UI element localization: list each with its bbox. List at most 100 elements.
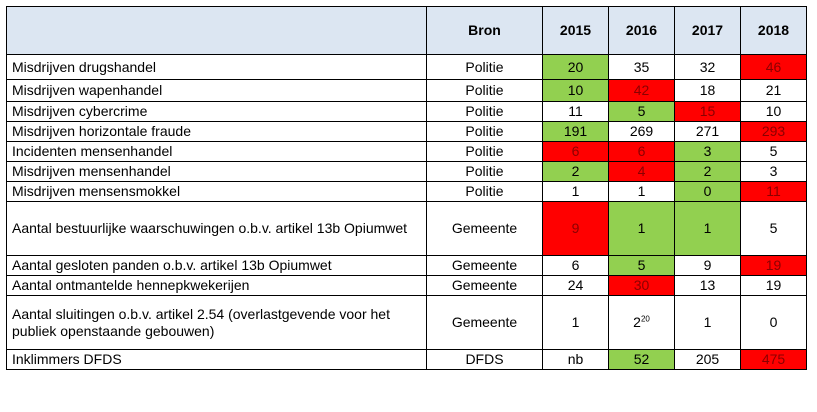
value-cell: 1: [608, 181, 675, 202]
value-text: 1: [571, 314, 580, 330]
value-cell: 42: [608, 79, 675, 102]
row-source: Politie: [426, 121, 543, 142]
value-cell: 19: [740, 255, 807, 276]
value-cell: 9: [674, 255, 741, 276]
row-source: Politie: [426, 79, 543, 102]
value-text: 0: [703, 183, 712, 199]
value-cell: 32: [674, 54, 741, 80]
table-row: Inklimmers DFDS DFDS nb 52 205 475: [6, 349, 807, 370]
table-body: Misdrijven drugshandel Politie 20 35 32 46 Mis…: [6, 54, 807, 370]
value-text: 1: [637, 183, 646, 199]
value-text: 1: [571, 183, 580, 199]
row-label: Misdrijven mensenhandel: [6, 161, 427, 182]
value-cell: 18: [674, 79, 741, 102]
value-text: 10: [567, 82, 584, 98]
header-source: Bron: [426, 6, 543, 55]
value-cell: 269: [608, 121, 675, 142]
row-source: Politie: [426, 101, 543, 122]
value-cell: 52: [608, 349, 675, 370]
row-label: Aantal gesloten panden o.b.v. artikel 13…: [6, 255, 427, 276]
value-text: 191: [563, 123, 588, 139]
value-cell: 1: [542, 295, 609, 350]
value-text: 11: [568, 103, 583, 119]
value-cell: 271: [674, 121, 741, 142]
value-cell: 2: [674, 161, 741, 182]
value-text: 19: [765, 277, 782, 293]
row-label: Misdrijven wapenhandel: [6, 79, 427, 102]
value-cell: 13: [674, 275, 741, 296]
value-text: 9: [571, 220, 580, 236]
value-text: 15: [699, 103, 716, 119]
header-2015: 2015: [542, 6, 609, 55]
row-label: Inklimmers DFDS: [6, 349, 427, 370]
value-cell: 191: [542, 121, 609, 142]
value-cell: 4: [608, 161, 675, 182]
value-text: 35: [633, 58, 650, 75]
table-wrapper: Bron 2015 2016 2017 2018 Misdrijven drug…: [6, 6, 807, 370]
value-text: 269: [629, 123, 654, 139]
value-text: 5: [769, 220, 778, 236]
value-text: 18: [699, 82, 716, 98]
value-cell: 220: [608, 295, 675, 350]
header-2016: 2016: [608, 6, 675, 55]
value-cell: 15: [674, 101, 741, 122]
table-row: Misdrijven cybercrime Politie 11 5 15 10: [6, 101, 807, 122]
value-text: 0: [769, 314, 778, 330]
value-cell: 3: [740, 161, 807, 182]
header-row: Bron 2015 2016 2017 2018: [6, 6, 807, 55]
value-cell: 6: [542, 141, 609, 162]
row-source: Politie: [426, 141, 543, 162]
value-text: 2: [633, 314, 641, 330]
value-text: 32: [699, 58, 716, 75]
table-row: Misdrijven mensensmokkel Politie 1 1 0 11: [6, 181, 807, 202]
value-cell: 3: [674, 141, 741, 162]
value-cell: 1: [608, 201, 675, 256]
value-text: 42: [633, 82, 650, 98]
value-cell: 35: [608, 54, 675, 80]
value-text: 271: [695, 123, 720, 139]
row-source: Gemeente: [426, 255, 543, 276]
value-text: 20: [567, 58, 584, 75]
table-row: Misdrijven mensenhandel Politie 2 4 2 3: [6, 161, 807, 182]
value-cell: 10: [740, 101, 807, 122]
row-label: Misdrijven cybercrime: [6, 101, 427, 122]
value-cell: 2: [542, 161, 609, 182]
value-cell: 1: [674, 295, 741, 350]
value-cell: 1: [542, 181, 609, 202]
value-text: 52: [633, 351, 650, 367]
value-text: 46: [765, 58, 782, 75]
header-2018: 2018: [740, 6, 807, 55]
value-text: 10: [765, 103, 782, 119]
value-cell: 293: [740, 121, 807, 142]
row-source: Politie: [426, 161, 543, 182]
value-text: 19: [765, 257, 782, 273]
row-label: Aantal sluitingen o.b.v. artikel 2.54 (o…: [6, 295, 427, 350]
row-label: Aantal ontmantelde hennepkwekerijen: [6, 275, 427, 296]
value-text: 30: [633, 277, 650, 293]
value-text: 1: [703, 220, 712, 236]
row-label: Misdrijven mensensmokkel: [6, 181, 427, 202]
value-text: 205: [695, 351, 720, 367]
row-source: Politie: [426, 54, 543, 80]
value-cell: 0: [740, 295, 807, 350]
value-text: 2: [571, 163, 580, 179]
row-source: DFDS: [426, 349, 543, 370]
value-cell: 11: [740, 181, 807, 202]
value-cell: 205: [674, 349, 741, 370]
value-cell: 5: [740, 141, 807, 162]
value-cell: 5: [608, 255, 675, 276]
value-cell: 30: [608, 275, 675, 296]
value-cell: 5: [740, 201, 807, 256]
table-row: Misdrijven wapenhandel Politie 10 42 18 21: [6, 79, 807, 102]
table-row: Aantal bestuurlijke waarschuwingen o.b.v…: [6, 201, 807, 256]
row-source: Gemeente: [426, 275, 543, 296]
value-text: 21: [765, 82, 782, 98]
footnote-marker: 20: [640, 314, 650, 324]
value-text: 6: [637, 143, 646, 159]
table-row: Misdrijven horizontale fraude Politie 191 2…: [6, 121, 807, 142]
value-cell: 1: [674, 201, 741, 256]
value-text: 6: [571, 257, 580, 273]
table-row: Misdrijven drugshandel Politie 20 35 32 46: [6, 54, 807, 80]
value-cell: nb: [542, 349, 609, 370]
row-label: Incidenten mensenhandel: [6, 141, 427, 162]
